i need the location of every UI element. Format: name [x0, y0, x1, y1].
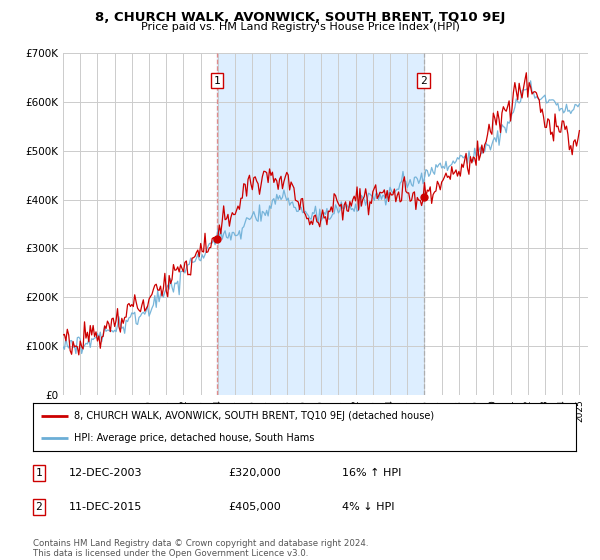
Text: Contains HM Land Registry data © Crown copyright and database right 2024.
This d: Contains HM Land Registry data © Crown c… [33, 539, 368, 558]
Text: 1: 1 [35, 468, 43, 478]
Text: 4% ↓ HPI: 4% ↓ HPI [342, 502, 395, 512]
Text: 2: 2 [35, 502, 43, 512]
Point [419, 193, 428, 202]
Text: 11-DEC-2015: 11-DEC-2015 [69, 502, 142, 512]
Text: 16% ↑ HPI: 16% ↑ HPI [342, 468, 401, 478]
Text: 12-DEC-2003: 12-DEC-2003 [69, 468, 143, 478]
Text: Price paid vs. HM Land Registry's House Price Index (HPI): Price paid vs. HM Land Registry's House … [140, 22, 460, 32]
Text: £320,000: £320,000 [228, 468, 281, 478]
Bar [217, 53, 424, 395]
Text: HPI: Average price, detached house, South Hams: HPI: Average price, detached house, Sout… [74, 433, 314, 444]
Text: 8, CHURCH WALK, AVONWICK, SOUTH BRENT, TQ10 9EJ (detached house): 8, CHURCH WALK, AVONWICK, SOUTH BRENT, T… [74, 410, 434, 421]
Text: 2: 2 [420, 76, 427, 86]
Text: 1: 1 [214, 76, 220, 86]
Text: £405,000: £405,000 [228, 502, 281, 512]
Text: 8, CHURCH WALK, AVONWICK, SOUTH BRENT, TQ10 9EJ: 8, CHURCH WALK, AVONWICK, SOUTH BRENT, T… [95, 11, 505, 24]
Point [212, 234, 222, 243]
